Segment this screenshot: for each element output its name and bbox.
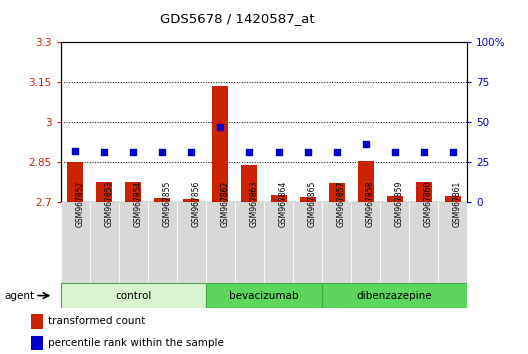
- Bar: [67, 162, 83, 202]
- Text: GSM967857: GSM967857: [337, 181, 346, 227]
- Text: GSM967865: GSM967865: [307, 181, 317, 227]
- Bar: [235, 202, 264, 283]
- Text: GSM967852: GSM967852: [76, 181, 84, 227]
- Bar: [177, 202, 206, 283]
- Bar: [61, 283, 206, 308]
- Point: [420, 149, 428, 155]
- Text: bevacizumab: bevacizumab: [229, 291, 299, 301]
- Text: GDS5678 / 1420587_at: GDS5678 / 1420587_at: [161, 12, 315, 25]
- Text: GSM967862: GSM967862: [221, 181, 230, 227]
- Text: GSM967858: GSM967858: [365, 181, 375, 227]
- Text: dibenzazepine: dibenzazepine: [357, 291, 432, 301]
- Text: GSM967861: GSM967861: [453, 181, 462, 227]
- Text: transformed count: transformed count: [48, 316, 145, 326]
- Point: [361, 142, 370, 147]
- Bar: [183, 199, 200, 202]
- Bar: [31, 336, 43, 350]
- Bar: [351, 202, 380, 283]
- Point: [216, 124, 225, 130]
- Bar: [299, 197, 316, 202]
- Bar: [270, 195, 287, 202]
- Text: control: control: [115, 291, 152, 301]
- Bar: [409, 202, 438, 283]
- Bar: [445, 196, 461, 202]
- Text: GSM967856: GSM967856: [192, 181, 201, 227]
- Bar: [125, 182, 142, 202]
- Point: [303, 149, 312, 155]
- Bar: [206, 202, 235, 283]
- Bar: [264, 202, 293, 283]
- Point: [187, 149, 196, 155]
- Bar: [212, 86, 229, 202]
- Bar: [416, 182, 432, 202]
- Bar: [61, 202, 90, 283]
- Text: GSM967859: GSM967859: [395, 181, 404, 227]
- Bar: [322, 202, 351, 283]
- Bar: [380, 202, 409, 283]
- Bar: [328, 183, 345, 202]
- Point: [275, 149, 283, 155]
- Bar: [206, 283, 322, 308]
- Text: GSM967854: GSM967854: [133, 181, 143, 227]
- Text: GSM967863: GSM967863: [250, 181, 259, 227]
- Point: [71, 148, 80, 154]
- Text: GSM967853: GSM967853: [105, 181, 114, 227]
- Bar: [357, 161, 374, 202]
- Point: [449, 149, 457, 155]
- Text: GSM967860: GSM967860: [424, 181, 433, 227]
- Point: [129, 149, 138, 155]
- Point: [333, 149, 341, 155]
- Bar: [148, 202, 177, 283]
- Point: [100, 149, 109, 155]
- Bar: [31, 314, 43, 329]
- Bar: [119, 202, 148, 283]
- Text: agent: agent: [5, 291, 35, 301]
- Text: GSM967864: GSM967864: [279, 181, 288, 227]
- Point: [158, 149, 167, 155]
- Text: percentile rank within the sample: percentile rank within the sample: [48, 338, 224, 348]
- Bar: [438, 202, 467, 283]
- Bar: [241, 165, 258, 202]
- Bar: [90, 202, 119, 283]
- Bar: [386, 196, 403, 202]
- Bar: [154, 198, 171, 202]
- Text: GSM967855: GSM967855: [163, 181, 172, 227]
- Point: [245, 149, 254, 155]
- Point: [391, 149, 399, 155]
- Bar: [322, 283, 467, 308]
- Bar: [293, 202, 322, 283]
- Bar: [96, 182, 112, 202]
